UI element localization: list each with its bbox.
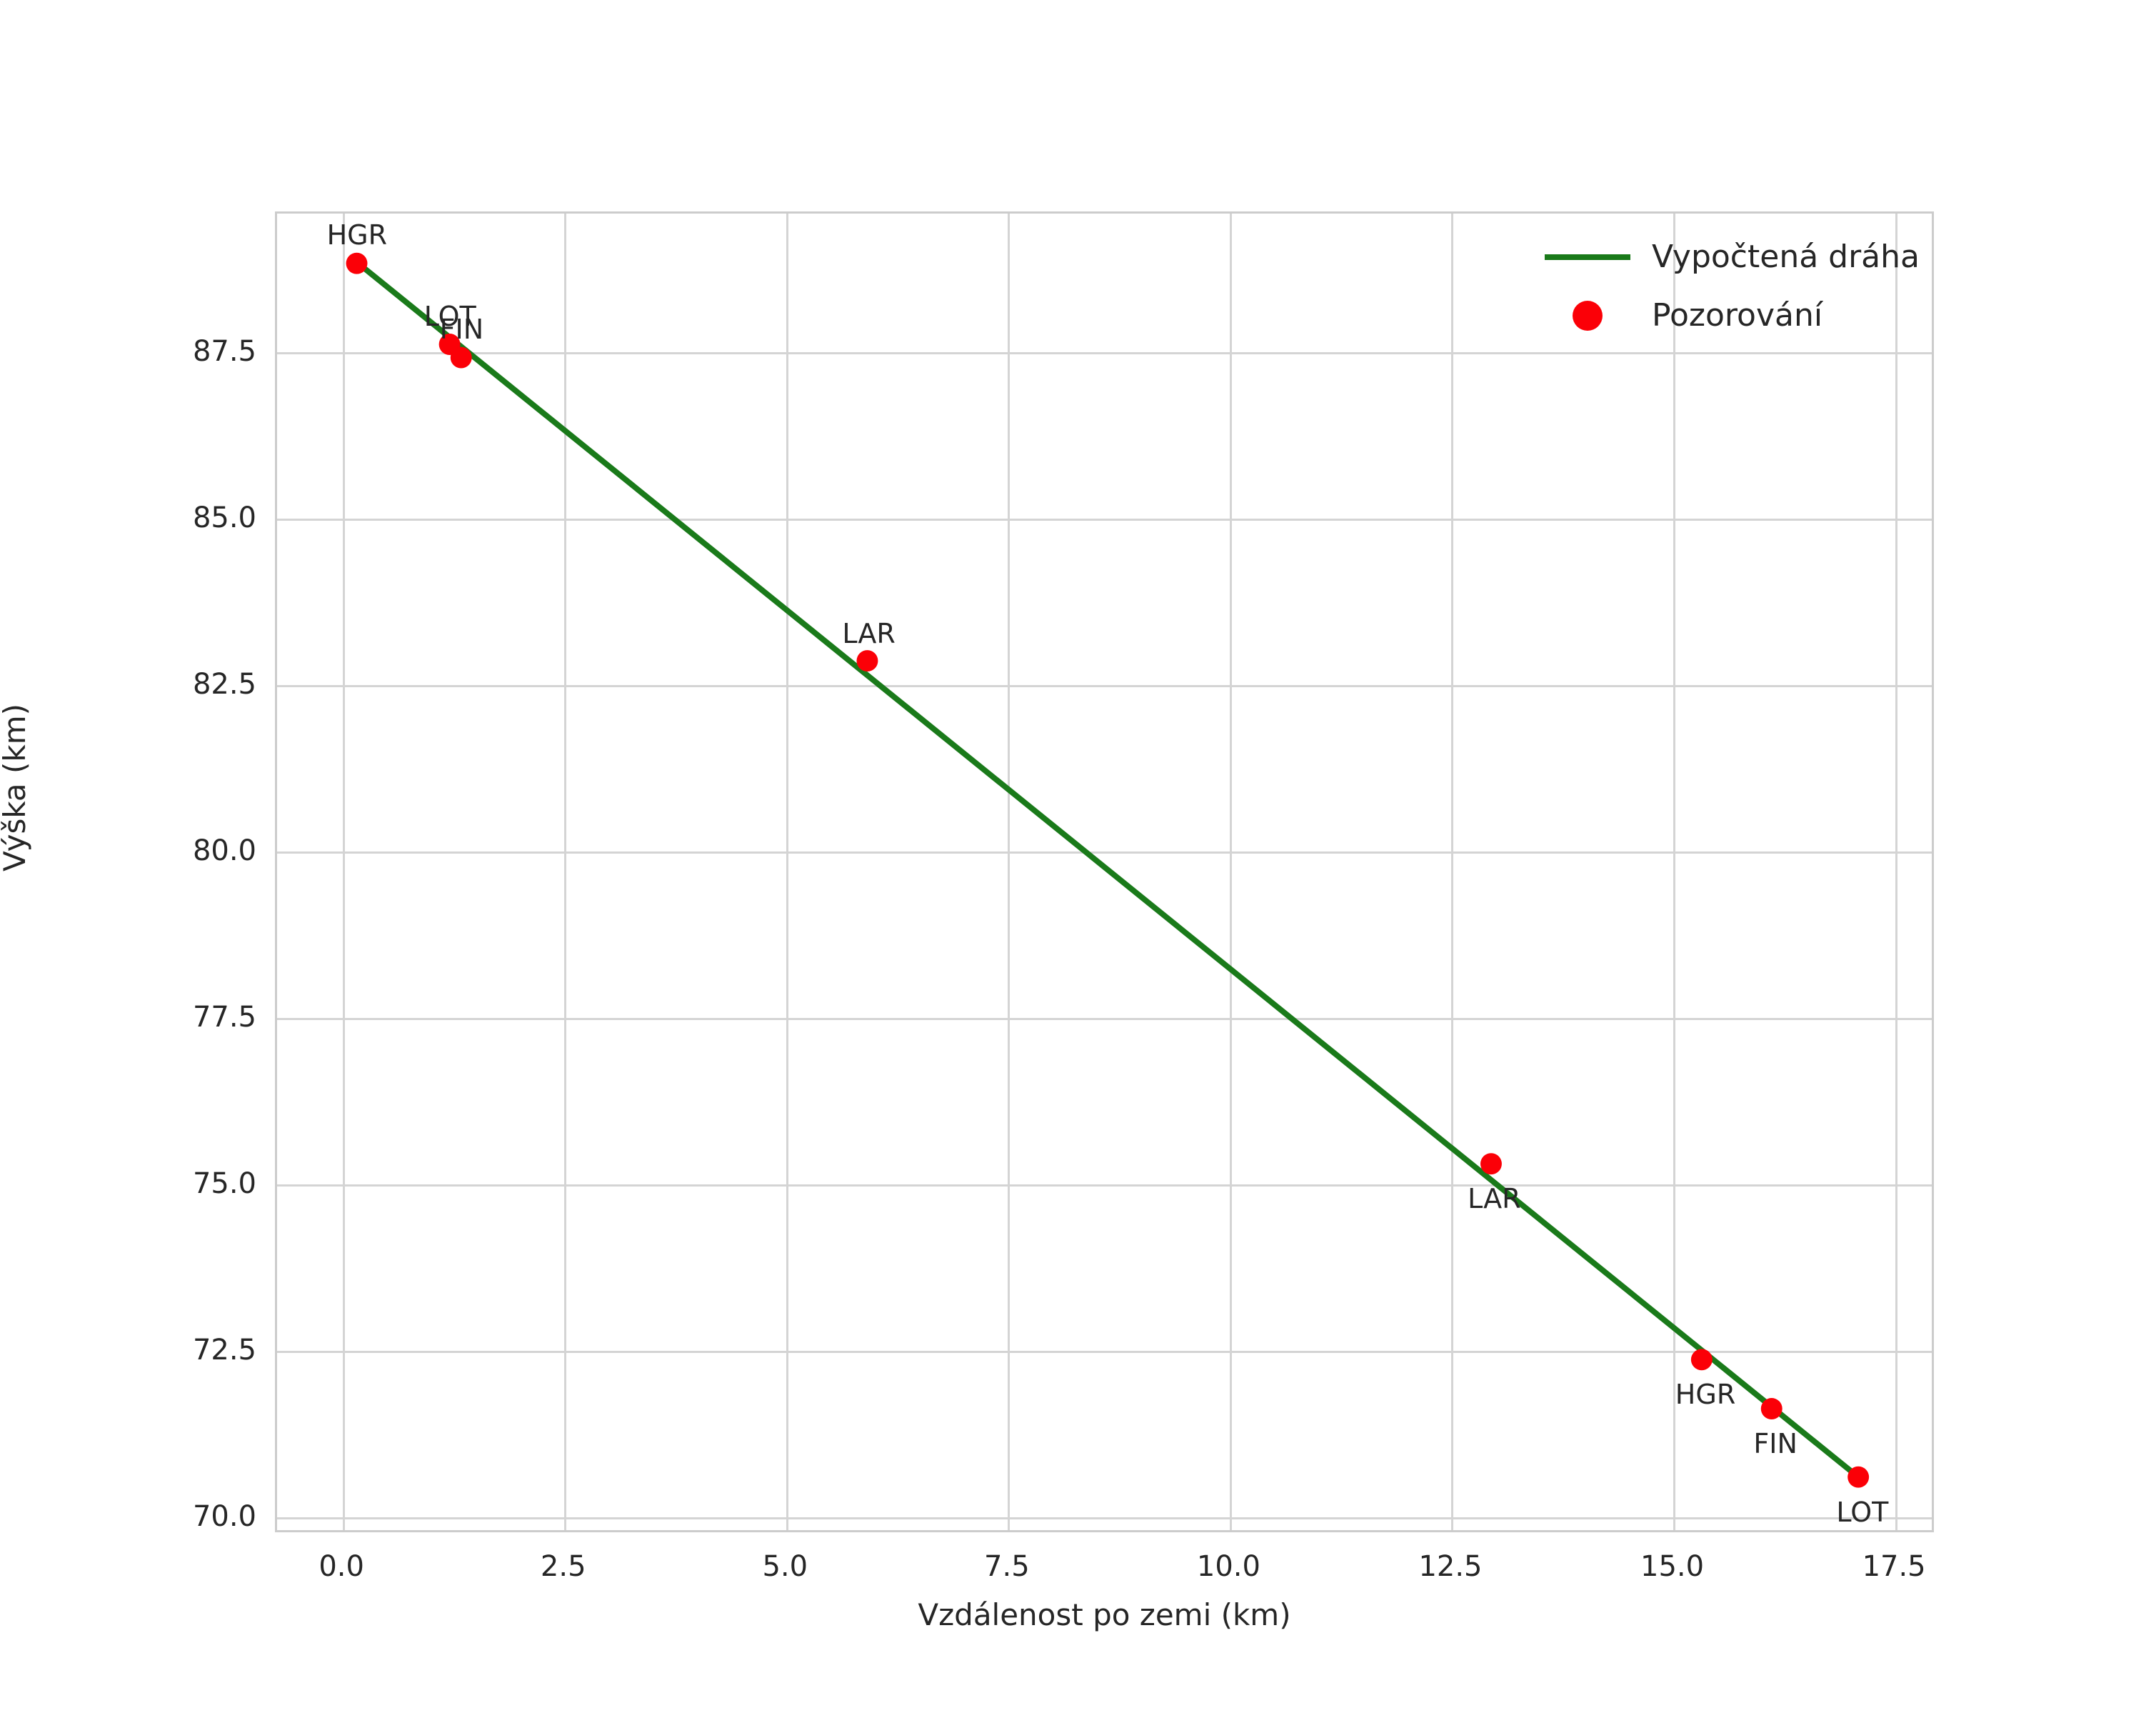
y-axis-title: Výška (km) (0, 703, 32, 872)
gridline-horizontal (277, 352, 1932, 355)
x-tick-label: 2.5 (540, 1550, 586, 1583)
legend-entry-vypoctena-draha: Vypočtená dráha (1523, 228, 1920, 286)
gridline-horizontal (277, 685, 1932, 688)
gridline-horizontal (277, 1018, 1932, 1021)
x-tick-label: 0.0 (319, 1550, 364, 1583)
y-tick-label: 80.0 (192, 834, 256, 867)
gridline-horizontal (277, 1184, 1932, 1187)
gridline-horizontal (277, 1517, 1932, 1520)
legend-entry-pozorovani: Pozorování (1523, 286, 1909, 345)
observation-label: FIN (1753, 1428, 1797, 1460)
x-tick-label: 15.0 (1640, 1550, 1705, 1583)
series-line-vypoctena-draha (352, 257, 1862, 1480)
observation-label: FIN (439, 314, 484, 346)
observation-label: HGR (326, 219, 388, 251)
y-tick-label: 87.5 (192, 334, 256, 368)
y-tick-label: 85.0 (192, 501, 256, 534)
legend-dot-swatch (1523, 301, 1652, 331)
observation-label: LOT (423, 300, 476, 332)
gridline-vertical (564, 214, 567, 1530)
x-tick-label: 10.0 (1196, 1550, 1260, 1583)
gridline-horizontal (277, 1351, 1932, 1354)
legend-label-pozorovani: Pozorování (1652, 297, 1823, 334)
y-tick-label: 70.0 (192, 1499, 256, 1533)
observation-label: HGR (1675, 1379, 1736, 1411)
observation-label: LAR (842, 618, 896, 650)
x-tick-label: 12.5 (1418, 1550, 1483, 1583)
observation-marker (1760, 1398, 1783, 1419)
series-markers-pozorovani (346, 252, 1870, 1488)
y-tick-label: 75.0 (192, 1167, 256, 1200)
data-layer (346, 252, 1870, 1488)
observation-marker (1847, 1466, 1870, 1488)
observation-label: LOT (1836, 1497, 1889, 1529)
gridline-vertical (1008, 214, 1011, 1530)
trajectory-line (352, 257, 1862, 1480)
gridline-vertical (342, 214, 345, 1530)
x-tick-label: 7.5 (984, 1550, 1030, 1583)
legend-line-swatch (1523, 254, 1652, 260)
observation-marker (856, 650, 878, 672)
x-axis-title: Vzdálenost po zemi (km) (918, 1597, 1291, 1632)
observation-marker (1480, 1153, 1502, 1175)
gridline-vertical (1451, 214, 1454, 1530)
gridline-horizontal (277, 519, 1932, 521)
gridline-vertical (1895, 214, 1897, 1530)
chart-legend: Vypočtená dráha Pozorování (1523, 228, 1920, 345)
gridline-vertical (786, 214, 788, 1530)
y-tick-label: 72.5 (192, 1333, 256, 1367)
plot-area: HGR LOT FIN LAR LAR HGR FIN LOT Vypočtená dráha… (275, 211, 1934, 1532)
y-tick-label: 82.5 (192, 667, 256, 701)
legend-label-vypoctena-draha: Vypočtená dráha (1652, 239, 1920, 275)
x-tick-label: 17.5 (1862, 1550, 1926, 1583)
observation-marker (346, 252, 368, 274)
observation-label: LAR (1468, 1182, 1521, 1214)
gridline-vertical (1673, 214, 1676, 1530)
gridline-horizontal (277, 851, 1932, 854)
gridline-vertical (1229, 214, 1232, 1530)
observation-marker (450, 346, 472, 369)
x-tick-label: 5.0 (762, 1550, 808, 1583)
y-tick-label: 77.5 (192, 1000, 256, 1034)
